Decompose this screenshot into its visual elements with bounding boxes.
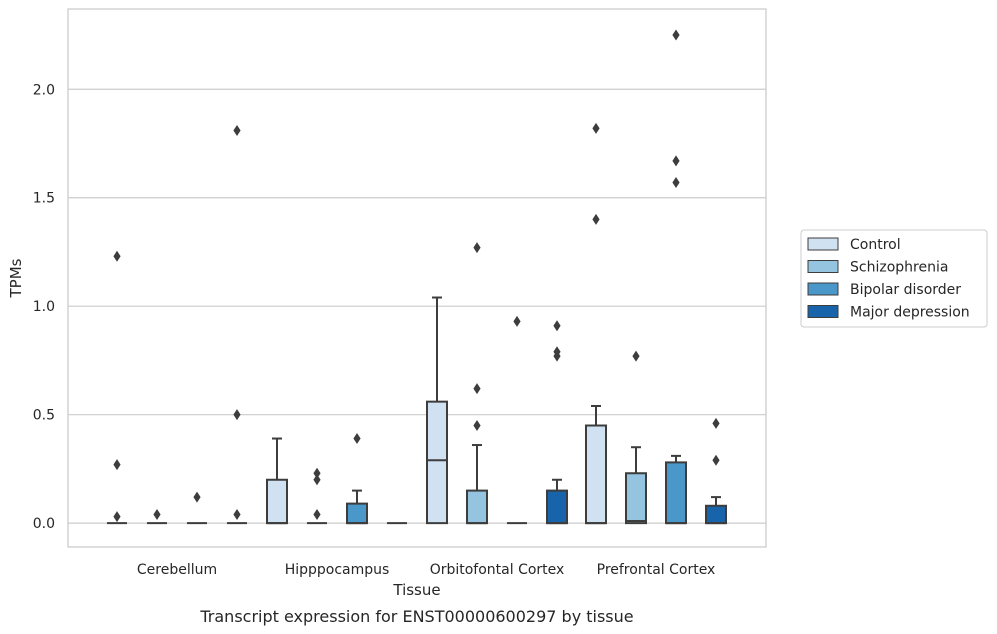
outlier-point <box>313 508 321 520</box>
y-tick-label: 2.0 <box>33 82 55 98</box>
x-tick-label: Hipppocampus <box>285 562 390 578</box>
outlier-point <box>712 454 720 466</box>
box-body <box>266 478 288 525</box>
legend-label: Control <box>850 237 901 253</box>
outlier-point <box>153 508 161 520</box>
legend-swatch <box>807 260 839 273</box>
legend-items: Control Schizophrenia Bipolar disorder Majo… <box>807 237 970 321</box>
x-axis-title: Tissue <box>392 581 440 599</box>
box-control <box>266 437 288 525</box>
x-tick-label: Orbitofontal Cortex <box>430 562 565 578</box>
box-schizophrenia <box>625 446 647 525</box>
x-tick-label: Cerebellum <box>137 562 217 578</box>
box-major-depression <box>546 478 568 525</box>
outlier-point <box>313 474 321 486</box>
outliers <box>113 29 720 523</box>
outlier-point <box>193 491 201 503</box>
plot-area-frame <box>67 8 767 548</box>
outlier-point <box>473 242 481 254</box>
box-body <box>585 424 607 525</box>
legend-label: Bipolar disorder <box>850 282 961 298</box>
outlier-point <box>473 383 481 395</box>
y-tick-label: 0.0 <box>33 516 55 532</box>
y-tick-label: 0.5 <box>33 408 55 424</box>
gridlines <box>68 88 766 524</box>
box-control <box>585 404 607 525</box>
legend-swatch <box>807 237 839 251</box>
y-axis-title: TPMs <box>7 258 25 298</box>
box-body <box>665 461 687 525</box>
box-body <box>625 472 647 525</box>
outlier-point <box>672 177 680 189</box>
outlier-point <box>473 420 481 432</box>
y-tick-labels: 0.0 0.5 1.0 1.5 2.0 <box>33 82 55 532</box>
y-tick-label: 1.0 <box>33 299 55 315</box>
outlier-point <box>672 29 680 41</box>
outlier-point <box>353 433 361 445</box>
box-body <box>426 400 448 525</box>
x-tick-label: Prefrontal Cortex <box>597 562 716 578</box>
chart-caption: Transcript expression for ENST0000060029… <box>199 607 633 626</box>
box-bipolar-disorder <box>665 454 687 525</box>
box-major-depression <box>705 496 727 525</box>
box-body <box>546 489 568 525</box>
box-body <box>466 489 488 525</box>
legend-swatch <box>807 282 839 296</box>
legend-swatch <box>807 305 839 318</box>
outlier-point <box>592 213 600 225</box>
legend: Control Schizophrenia Bipolar disorder Majo… <box>800 229 988 328</box>
outlier-point <box>233 508 241 520</box>
outlier-point <box>313 467 321 479</box>
outlier-point <box>592 122 600 134</box>
outlier-point <box>233 409 241 421</box>
outlier-point <box>233 124 241 136</box>
outlier-point <box>513 315 521 327</box>
outlier-point <box>632 350 640 362</box>
box-bipolar-disorder <box>346 489 368 525</box>
outlier-point <box>712 417 720 429</box>
outlier-point <box>553 320 561 332</box>
boxes <box>107 296 727 525</box>
box-body <box>346 502 368 525</box>
y-tick-label: 1.5 <box>33 191 55 207</box>
box-schizophrenia <box>466 444 488 525</box>
outlier-point <box>672 155 680 167</box>
box-body <box>705 504 727 525</box>
outlier-point <box>113 511 121 523</box>
legend-label: Schizophrenia <box>850 260 948 276</box>
legend-frame <box>800 229 988 328</box>
outlier-point <box>113 459 121 471</box>
legend-label: Major depression <box>850 305 970 321</box>
box-control <box>426 296 448 525</box>
outlier-point <box>113 250 121 262</box>
x-tick-labels: Cerebellum Hipppocampus Orbitofontal Corte… <box>137 562 715 578</box>
outlier-point <box>553 346 561 358</box>
